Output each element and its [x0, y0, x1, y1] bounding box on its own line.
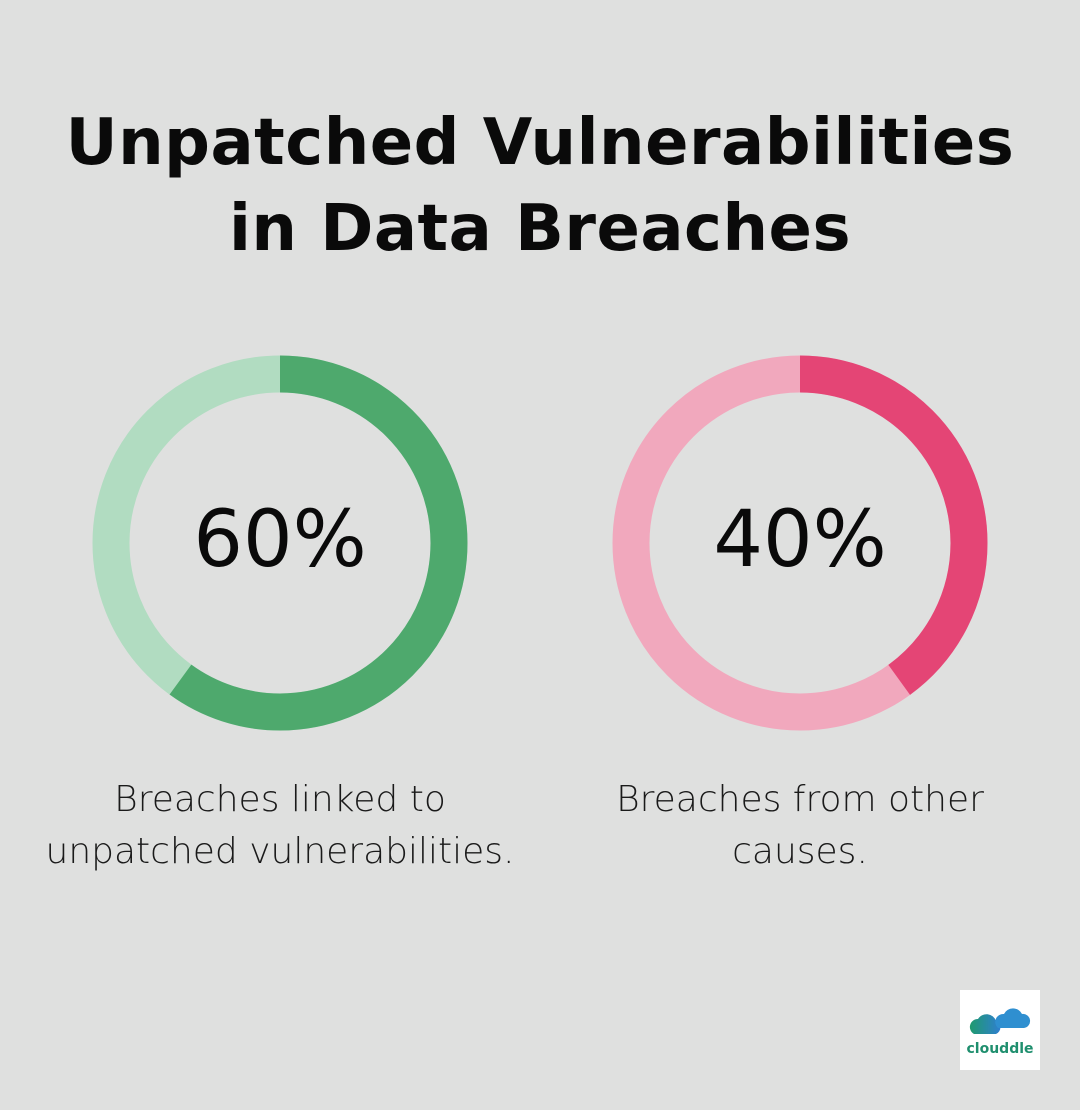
- caption-other: Breaches from other causes.: [540, 774, 1060, 878]
- caption-line: causes.: [732, 831, 868, 872]
- donut-value-segment: [612, 355, 988, 731]
- clouddle-logo: clouddle: [960, 990, 1040, 1070]
- cloud-logo-icon: [969, 1008, 1031, 1034]
- caption-line: Breaches linked to: [114, 779, 446, 820]
- donut-value-segment: [92, 355, 468, 731]
- chart-title: Unpatched Vulnerabilities in Data Breach…: [0, 100, 1080, 272]
- title-line-2: in Data Breaches: [228, 192, 852, 266]
- percent-label-other: 40%: [713, 495, 887, 585]
- donut-chart-other: [612, 355, 988, 731]
- percent-label-unpatched: 60%: [193, 495, 367, 585]
- logo-text: clouddle: [966, 1041, 1034, 1057]
- caption-unpatched: Breaches linked to unpatched vulnerabili…: [20, 774, 540, 878]
- title-line-1: Unpatched Vulnerabilities: [65, 106, 1015, 180]
- caption-line: Breaches from other: [616, 779, 984, 820]
- caption-line: unpatched vulnerabilities.: [45, 831, 515, 872]
- donut-chart-unpatched: [92, 355, 468, 731]
